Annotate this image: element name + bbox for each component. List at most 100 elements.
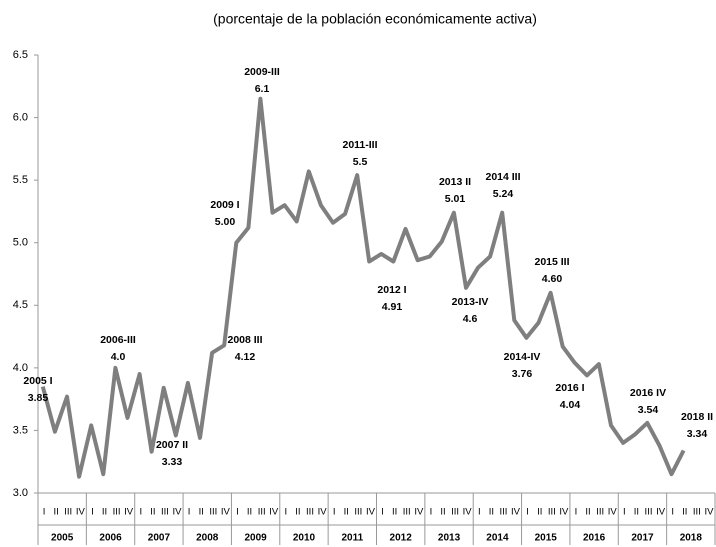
x-tick-label: II <box>682 507 687 518</box>
x-tick-label: III <box>354 507 362 518</box>
x-tick-label: I <box>333 507 336 518</box>
annotation-label: 2014 III <box>485 171 520 183</box>
annotation-value: 5.5 <box>353 156 368 168</box>
annotation-value: 3.85 <box>28 392 49 404</box>
y-tick-label: 5.5 <box>13 174 28 186</box>
annotation-label: 2015 III <box>534 256 569 268</box>
x-tick-label: III <box>161 507 169 518</box>
x-tick-label: II <box>634 507 639 518</box>
year-label: 2017 <box>631 533 654 544</box>
x-tick-label: IV <box>414 507 424 518</box>
x-tick-label: II <box>585 507 590 518</box>
y-tick-label: 3.0 <box>13 487 28 499</box>
annotation-value: 4.12 <box>235 351 256 363</box>
x-tick-label: I <box>430 507 433 518</box>
year-label: 2012 <box>390 533 413 544</box>
x-tick-label: III <box>113 507 121 518</box>
x-tick-label: III <box>548 507 556 518</box>
annotation-value: 4.91 <box>382 301 403 313</box>
x-tick-label: III <box>209 507 217 518</box>
annotation-value: 3.76 <box>512 368 533 380</box>
annotation-label: 2016 IV <box>630 387 666 399</box>
x-tick-label: I <box>188 507 191 518</box>
x-tick-label: III <box>258 507 266 518</box>
x-tick-label: IV <box>269 507 279 518</box>
x-tick-label: II <box>440 507 445 518</box>
data-line <box>40 96 686 479</box>
chart-subtitle: (porcentaje de la población económicamen… <box>213 11 537 27</box>
annotation-value: 4.60 <box>542 273 563 285</box>
annotation-value: 3.33 <box>162 456 183 468</box>
x-tick-label: IV <box>511 507 521 518</box>
year-label: 2015 <box>535 533 558 544</box>
x-tick-label: I <box>381 507 384 518</box>
x-tick-label: I <box>139 507 142 518</box>
x-tick-label: IV <box>221 507 231 518</box>
annotation-label: 2012 I <box>377 284 406 296</box>
x-tick-label: II <box>247 507 252 518</box>
x-tick-label: IV <box>366 507 376 518</box>
year-label: 2011 <box>341 533 363 544</box>
annotation-label: 2008 III <box>227 334 262 346</box>
x-tick-label: III <box>64 507 72 518</box>
y-tick-label: 6.5 <box>13 49 28 61</box>
x-tick-label: II <box>537 507 542 518</box>
year-label: 2010 <box>293 533 316 544</box>
x-tick-label: II <box>344 507 349 518</box>
annotation-value: 4.04 <box>560 399 581 411</box>
annotation-value: 4.6 <box>463 313 478 325</box>
annotation-value: 5.24 <box>493 188 514 200</box>
annotation-value: 4.0 <box>111 351 126 363</box>
x-tick-label: I <box>526 507 529 518</box>
annotation-value: 5.00 <box>215 216 236 228</box>
annotation-label: 2005 I <box>23 375 52 387</box>
annotation-value: 5.01 <box>445 193 466 205</box>
x-tick-label: II <box>150 507 155 518</box>
annotation-label: 2016 I <box>555 382 584 394</box>
x-tick-label: II <box>53 507 58 518</box>
x-tick-label: II <box>102 507 107 518</box>
year-label: 2006 <box>99 533 122 544</box>
year-label: 2013 <box>438 533 461 544</box>
x-tick-label: IV <box>656 507 666 518</box>
y-tick-label: 6.0 <box>13 111 28 123</box>
x-tick-label: IV <box>559 507 569 518</box>
x-tick-label: II <box>295 507 300 518</box>
annotation-label: 2006-III <box>100 334 136 346</box>
year-label: 2005 <box>51 533 74 544</box>
annotation-label: 2007 II <box>156 439 188 451</box>
x-tick-label: IV <box>124 507 134 518</box>
annotation-label: 2018 II <box>681 411 713 423</box>
x-tick-label: I <box>623 507 626 518</box>
annotation-value: 3.34 <box>687 428 708 440</box>
annotation-label: 2013-IV <box>452 296 489 308</box>
x-tick-label: I <box>671 507 674 518</box>
x-tick-label: III <box>306 507 314 518</box>
year-label: 2008 <box>196 533 219 544</box>
annotation-label: 2013 II <box>439 176 471 188</box>
x-tick-label: I <box>575 507 578 518</box>
annotation-value: 3.54 <box>638 404 659 416</box>
x-tick-label: III <box>693 507 701 518</box>
x-tick-label: I <box>285 507 288 518</box>
x-tick-label: III <box>596 507 604 518</box>
y-tick-label: 4.5 <box>13 299 28 311</box>
year-label: 2014 <box>486 533 509 544</box>
annotation-label: 2011-III <box>342 139 377 151</box>
x-tick-label: IV <box>704 507 714 518</box>
x-tick-label: IV <box>76 507 86 518</box>
x-tick-label: I <box>43 507 46 518</box>
x-tick-label: II <box>489 507 494 518</box>
year-label: 2007 <box>148 533 171 544</box>
year-label: 2016 <box>583 533 606 544</box>
x-tick-label: I <box>91 507 94 518</box>
x-tick-label: II <box>199 507 204 518</box>
x-tick-label: III <box>403 507 411 518</box>
y-tick-label: 3.5 <box>13 424 28 436</box>
x-tick-label: IV <box>463 507 473 518</box>
x-tick-label: IV <box>173 507 183 518</box>
annotation-value: 6.1 <box>255 83 270 95</box>
annotation-label: 2009-III <box>244 66 280 78</box>
x-tick-label: I <box>478 507 481 518</box>
annotation-label: 2009 I <box>210 199 239 211</box>
